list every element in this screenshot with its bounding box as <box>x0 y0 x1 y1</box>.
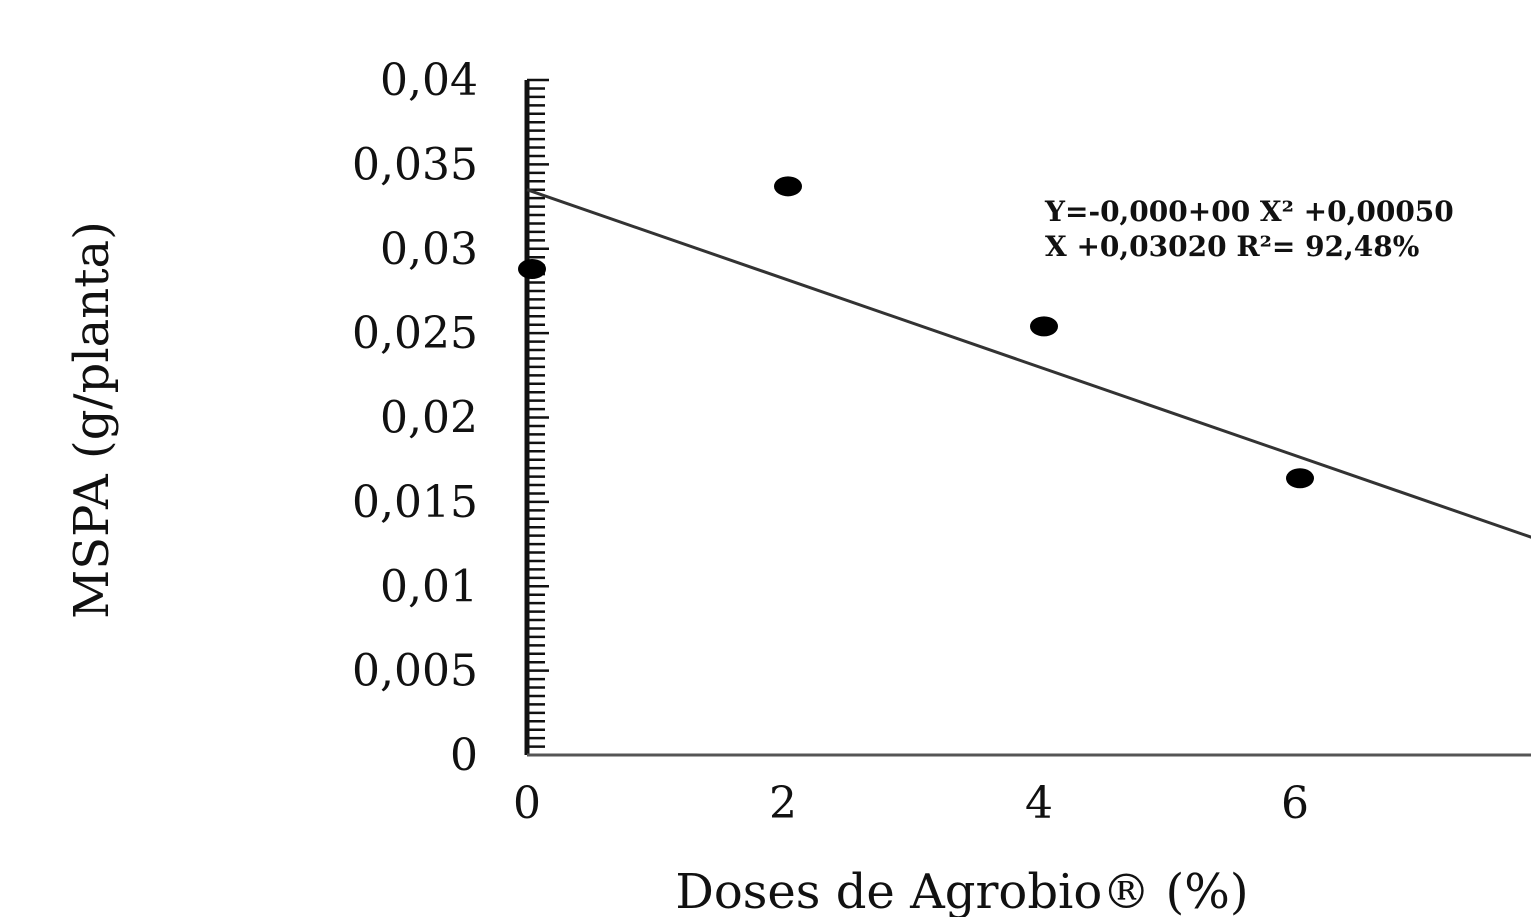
data-point <box>1030 316 1058 337</box>
y-tick-label: 0,005 <box>352 646 478 697</box>
data-point <box>774 176 802 197</box>
data-points <box>518 176 1314 489</box>
x-tick-label: 6 <box>1281 778 1309 829</box>
x-tick-label: 4 <box>1025 778 1053 829</box>
y-axis-tick-labels: 0 0,005 0,01 0,015 0,02 0,025 0,03 0,035 0,04 <box>352 55 478 781</box>
x-axis-tick-labels: 02468 <box>513 778 1309 829</box>
equation-line-1: Y=-0,000+00 X² +0,00050 <box>1044 195 1454 228</box>
data-point <box>1286 468 1314 489</box>
data-point <box>518 259 546 279</box>
y-axis-minor-ticks <box>527 78 549 757</box>
equation-line-2: X +0,03020 R²= 92,48% <box>1045 230 1419 263</box>
y-tick-label: 0,04 <box>380 55 478 106</box>
trendline <box>526 188 1531 539</box>
y-tick-label: 0 <box>450 730 478 781</box>
x-tick-label: 2 <box>769 778 797 829</box>
y-axis-title: MSPA (g/planta) <box>64 221 120 619</box>
x-axis-title: Doses de Agrobio® (%) <box>675 864 1248 917</box>
y-tick-label: 0,035 <box>352 139 478 190</box>
x-tick-label: 0 <box>513 778 541 829</box>
y-tick-label: 0,02 <box>380 393 478 444</box>
y-tick-label: 0,015 <box>352 477 478 528</box>
y-tick-label: 0,03 <box>380 224 478 275</box>
y-tick-label: 0,025 <box>352 308 478 359</box>
y-tick-label: 0,01 <box>380 561 478 612</box>
